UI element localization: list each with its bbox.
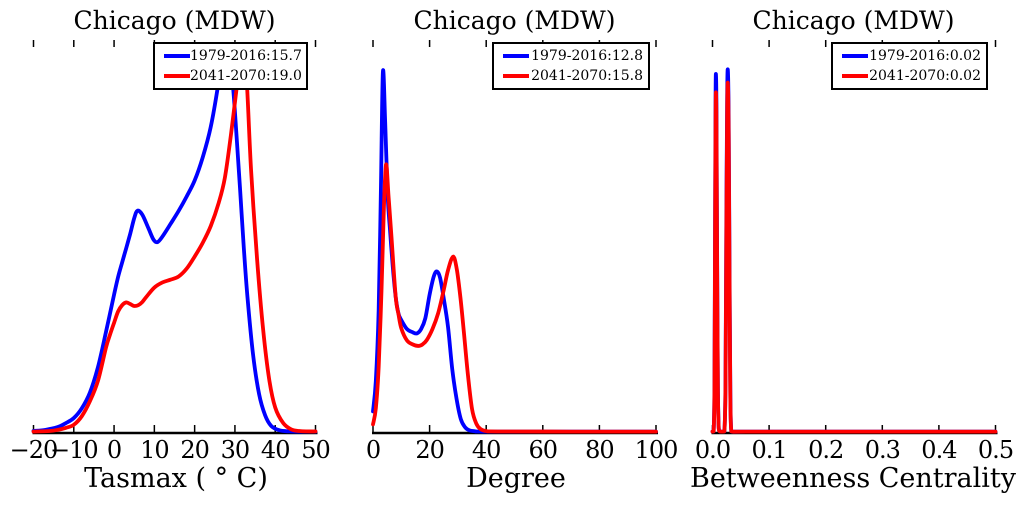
x-tick-label: 50 (301, 436, 331, 464)
x-tick-label: 40 (260, 436, 291, 464)
x-tick-label: 0.3 (864, 436, 901, 464)
x-axis-label-degree: Degree (466, 463, 566, 494)
x-tick-label: 0.5 (977, 436, 1014, 464)
x-tick-label: 20 (180, 436, 210, 464)
legend-tasmax-c: 1979-2016:15.7 2041-2070:19.0 (153, 42, 308, 90)
legend-line-sample (164, 54, 190, 58)
legend-entry-label: 1979-2016:0.02 (869, 48, 981, 64)
legend-row: 2041-2070:0.02 (833, 66, 986, 86)
x-tick-label: 20 (415, 436, 445, 464)
kde-curve-1979-2016 (371, 68, 658, 434)
x-tick-label: 100 (634, 436, 679, 464)
kde-curve-2041-2070 (31, 42, 318, 434)
x-tick-label: 0.4 (921, 436, 957, 464)
legend-line-sample (842, 54, 868, 58)
x-tick-label: −20 (9, 436, 59, 464)
legend-line-sample (164, 74, 190, 78)
legend-entry-label: 1979-2016:15.7 (190, 48, 302, 64)
kde-curve-2041-2070 (371, 162, 658, 434)
panel-degree (371, 40, 658, 435)
kde-curve-1979-2016 (31, 47, 318, 434)
x-tick-label: 0 (106, 436, 122, 464)
legend-line-sample (503, 54, 529, 58)
panel-title-betweenness: Chicago (MDW) (752, 6, 955, 35)
legend-row: 2041-2070:19.0 (155, 66, 306, 86)
panel-title-degree: Chicago (MDW) (413, 6, 616, 35)
kde-curve-2041-2070 (710, 80, 998, 434)
legend-line-sample (503, 74, 529, 78)
legend-entry-label: 1979-2016:12.8 (531, 48, 643, 64)
legend-entry-label: 2041-2070:19.0 (190, 68, 302, 84)
panel-tasmax-c (31, 40, 318, 435)
legend-row: 2041-2070:15.8 (494, 66, 648, 86)
x-tick-label: 30 (220, 436, 251, 464)
panel-title-tasmax: Chicago (MDW) (73, 6, 276, 35)
kde-curve-1979-2016 (710, 67, 998, 434)
panel-betweenness-centrality (710, 40, 998, 435)
x-tick-label: 40 (471, 436, 502, 464)
x-tick-label: 80 (585, 436, 615, 464)
x-axis-label-betweenness: Betweenness Centrality (689, 463, 1017, 494)
legend-entry-label: 2041-2070:0.02 (869, 68, 981, 84)
x-tick-label: 60 (528, 436, 559, 464)
x-tick-label: −10 (49, 436, 99, 464)
legend-degree: 1979-2016:12.8 2041-2070:15.8 (492, 42, 650, 90)
legend-line-sample (842, 74, 868, 78)
legend-row: 1979-2016:12.8 (494, 46, 648, 66)
legend-betweenness-centrality: 1979-2016:0.02 2041-2070:0.02 (831, 42, 988, 90)
legend-row: 1979-2016:15.7 (155, 46, 306, 66)
x-tick-label: 0.0 (694, 436, 731, 464)
x-tick-label: 0.2 (808, 436, 844, 464)
legend-entry-label: 2041-2070:15.8 (531, 68, 643, 84)
x-tick-label: 0.1 (751, 436, 788, 464)
x-axis-label-tasmax: Tasmax ( ° C) (84, 463, 268, 494)
legend-row: 1979-2016:0.02 (833, 46, 986, 66)
x-tick-label: 0 (365, 436, 381, 464)
x-tick-label: 10 (140, 436, 170, 464)
